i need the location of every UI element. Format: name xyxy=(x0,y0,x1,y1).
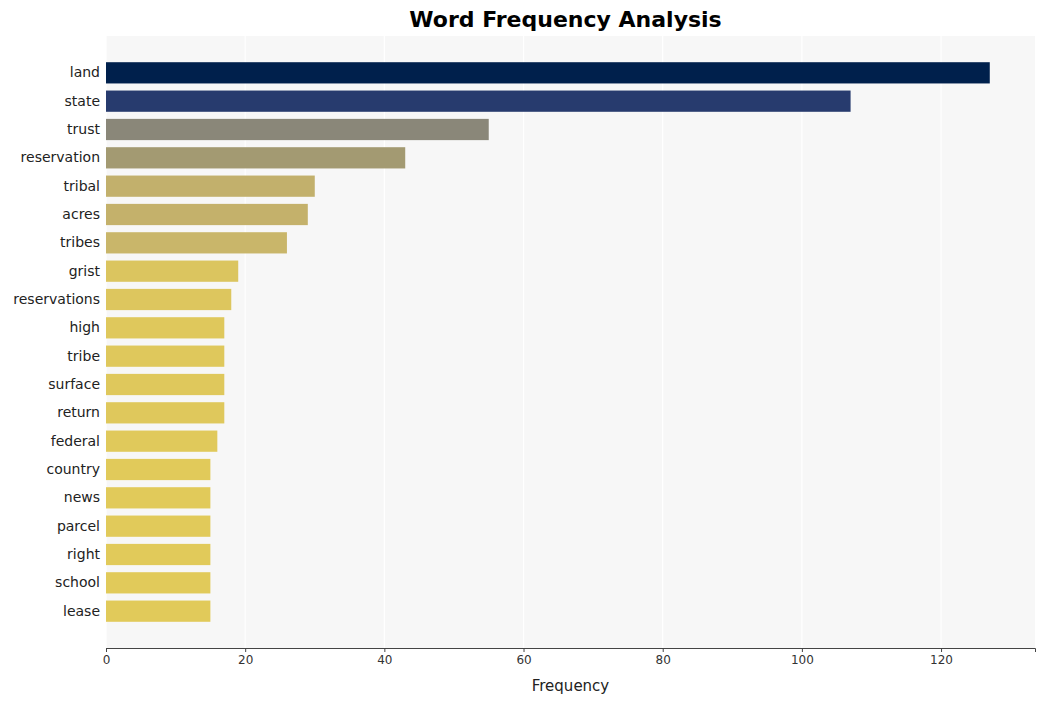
x-tick-mark xyxy=(663,648,664,652)
y-tick-label: tribes xyxy=(60,234,100,250)
y-tick-label: lease xyxy=(63,603,100,619)
y-tick-label: land xyxy=(70,64,100,80)
y-tick-label: grist xyxy=(69,263,101,279)
bar xyxy=(106,346,224,367)
grid-line xyxy=(940,36,941,648)
x-tick-mark xyxy=(802,648,803,652)
y-tick-label: return xyxy=(57,404,100,420)
bar xyxy=(106,176,315,197)
x-tick-label: 100 xyxy=(791,653,814,667)
y-tick-label: school xyxy=(55,574,100,590)
y-tick: trust xyxy=(67,121,100,137)
y-tick-label: tribal xyxy=(64,178,101,194)
x-tick-label: 120 xyxy=(930,653,953,667)
y-tick: grist xyxy=(69,263,101,279)
x-tick: 100 xyxy=(791,648,814,667)
bars xyxy=(106,62,990,622)
y-tick-label: trust xyxy=(67,121,100,137)
y-tick: surface xyxy=(48,376,100,392)
bar xyxy=(106,516,210,537)
bar xyxy=(106,431,217,452)
y-tick: state xyxy=(65,93,100,109)
y-tick: parcel xyxy=(57,518,100,534)
x-tick: 60 xyxy=(516,648,531,667)
y-tick: tribes xyxy=(60,234,100,250)
bar xyxy=(106,459,210,480)
y-tick: lease xyxy=(63,603,100,619)
bar xyxy=(106,261,238,282)
grid-line xyxy=(662,36,663,648)
chart: 0 20 40 60 80 100 120 land state trust reservation… xyxy=(0,0,1045,701)
bar xyxy=(106,487,210,508)
x-tick-label: 60 xyxy=(516,653,531,667)
y-tick-label: tribe xyxy=(67,348,100,364)
y-tick: high xyxy=(69,319,100,335)
y-tick: reservations xyxy=(13,291,100,307)
y-tick-label: reservations xyxy=(13,291,100,307)
y-tick-label: news xyxy=(64,489,100,505)
y-tick: right xyxy=(67,546,100,562)
grid-line xyxy=(801,36,802,648)
y-tick-label: reservation xyxy=(21,149,100,165)
x-tick-mark xyxy=(524,648,525,652)
bar xyxy=(106,544,210,565)
x-tick-mark xyxy=(245,648,246,652)
y-tick: country xyxy=(46,461,100,477)
y-tick-label: surface xyxy=(48,376,100,392)
y-tick-label: high xyxy=(69,319,100,335)
y-tick: federal xyxy=(51,433,100,449)
grid-line xyxy=(523,36,524,648)
y-tick-label: right xyxy=(67,546,100,562)
y-tick: tribe xyxy=(67,348,100,364)
y-tick-label: state xyxy=(65,93,100,109)
y-tick: news xyxy=(64,489,100,505)
y-tick-label: parcel xyxy=(57,518,100,534)
title: Word Frequency Analysis xyxy=(409,7,721,32)
y-tick: return xyxy=(57,404,100,420)
bar xyxy=(106,374,224,395)
x-tick: 120 xyxy=(930,648,953,667)
y-tick: land xyxy=(70,64,100,80)
bar xyxy=(106,62,990,83)
bar xyxy=(106,91,851,112)
x-tick-mark xyxy=(106,648,107,652)
x-tick: 40 xyxy=(377,648,392,667)
bar xyxy=(106,289,231,310)
y-tick: acres xyxy=(62,206,100,222)
x-axis-line xyxy=(107,649,1036,653)
y-tick-label: acres xyxy=(62,206,100,222)
bar xyxy=(106,601,210,622)
bar xyxy=(106,232,287,253)
x-tick: 20 xyxy=(238,648,253,667)
y-tick: tribal xyxy=(64,178,101,194)
bar xyxy=(106,119,489,140)
x-tick: 80 xyxy=(656,648,671,667)
x-tick-mark xyxy=(941,648,942,652)
y-tick-label: federal xyxy=(51,433,100,449)
x-tick: 0 xyxy=(103,648,111,667)
bar xyxy=(106,147,405,168)
plot-background xyxy=(106,36,1035,648)
y-tick-label: country xyxy=(46,461,100,477)
bar xyxy=(106,317,224,338)
x-axis: 0 20 40 60 80 100 120 xyxy=(103,648,1036,667)
x-axis-title: Frequency xyxy=(532,677,610,695)
x-tick-label: 0 xyxy=(103,653,111,667)
y-tick: school xyxy=(55,574,100,590)
x-tick-label: 20 xyxy=(238,653,253,667)
bar xyxy=(106,402,224,423)
x-tick-label: 80 xyxy=(656,653,671,667)
y-axis: land state trust reservation tribal acres trib… xyxy=(13,64,100,618)
bar xyxy=(106,204,308,225)
y-tick: reservation xyxy=(21,149,100,165)
x-tick-mark xyxy=(384,648,385,652)
bar xyxy=(106,572,210,593)
grid xyxy=(106,36,941,648)
x-tick-label: 40 xyxy=(377,653,392,667)
